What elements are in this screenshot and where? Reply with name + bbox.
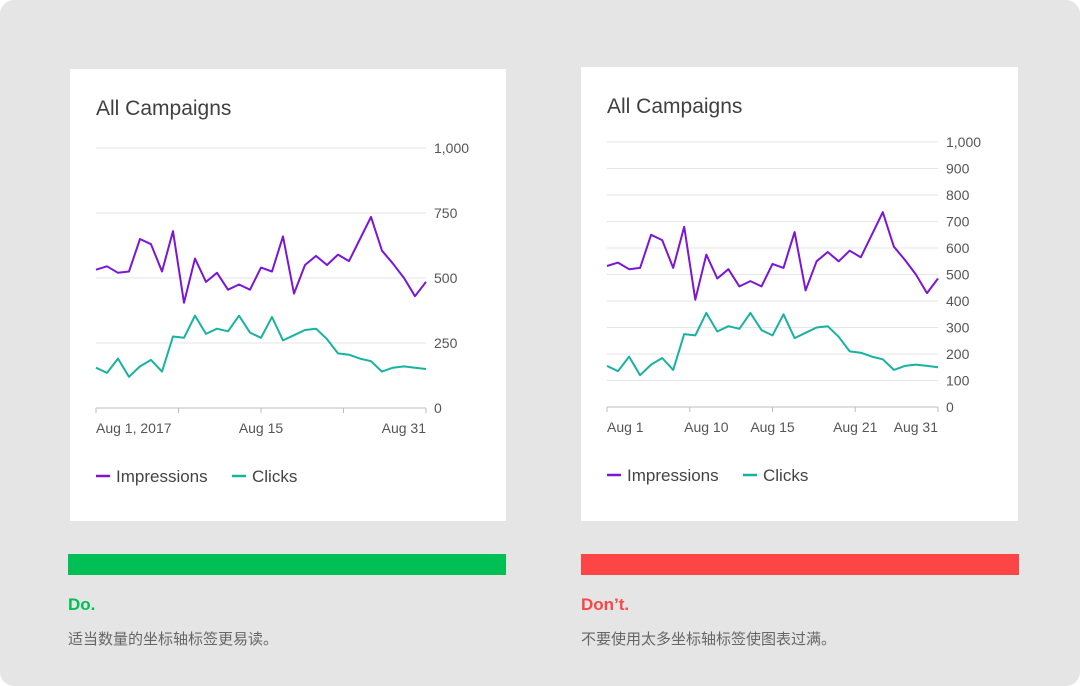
y-tick-label: 250 — [434, 335, 458, 351]
dont-label: Don’t. — [581, 595, 630, 614]
chart-card-bad: All Campaigns 0 100 200 300 400 500 600 700 800 9… — [581, 67, 1018, 521]
x-tick-label: Aug 15 — [750, 419, 795, 435]
series-line-impressions — [606, 211, 939, 301]
y-tick-label: 200 — [946, 346, 970, 362]
y-tick-label: 750 — [434, 205, 458, 221]
dont-note: 不要使用太多坐标轴标签使图表过满。 — [581, 631, 837, 648]
y-tick-label: 700 — [946, 214, 970, 230]
do-label: Do. — [68, 595, 96, 614]
chart-card-good: All Campaigns 0 250 500 750 1,000 Aug 1, 2017… — [70, 69, 506, 521]
line-chart: 0 100 200 300 400 500 600 700 800 900 1,000 Aug 1 Au… — [606, 134, 981, 485]
series-line-impressions — [95, 215, 427, 304]
y-tick-label: 0 — [946, 399, 954, 415]
do-status-bar — [68, 554, 506, 575]
x-tick-label: Aug 31 — [894, 419, 939, 435]
series-line-clicks — [606, 311, 939, 377]
y-tick-label: 600 — [946, 240, 970, 256]
legend-label-impressions: Impressions — [627, 466, 719, 485]
x-tick-label: Aug 1 — [607, 419, 644, 435]
y-tick-label: 500 — [946, 267, 970, 283]
y-tick-label: 1,000 — [434, 140, 469, 156]
legend-label-impressions: Impressions — [116, 467, 208, 486]
dont-status-bar — [581, 554, 1019, 575]
y-tick-label: 300 — [946, 320, 970, 336]
y-tick-label: 900 — [946, 161, 970, 177]
chart-title: All Campaigns — [607, 95, 743, 118]
series-line-clicks — [95, 314, 427, 378]
x-tick-label: Aug 10 — [684, 419, 729, 435]
x-tick-label: Aug 31 — [382, 420, 427, 436]
x-tick-label: Aug 1, 2017 — [96, 420, 172, 436]
y-tick-label: 0 — [434, 400, 442, 416]
x-tick-label: Aug 21 — [833, 419, 878, 435]
do-note: 适当数量的坐标轴标签更易读。 — [68, 631, 279, 648]
y-tick-label: 500 — [434, 270, 458, 286]
chart-title: All Campaigns — [96, 97, 232, 120]
y-tick-label: 800 — [946, 187, 970, 203]
y-tick-label: 1,000 — [946, 134, 981, 150]
legend-label-clicks: Clicks — [252, 467, 297, 486]
legend-label-clicks: Clicks — [763, 466, 808, 485]
line-chart: 0 250 500 750 1,000 Aug 1, 2017 Aug 15 Aug 31 Im… — [95, 140, 469, 486]
y-tick-label: 400 — [946, 293, 970, 309]
x-tick-label: Aug 15 — [239, 420, 284, 436]
y-tick-label: 100 — [946, 373, 970, 389]
